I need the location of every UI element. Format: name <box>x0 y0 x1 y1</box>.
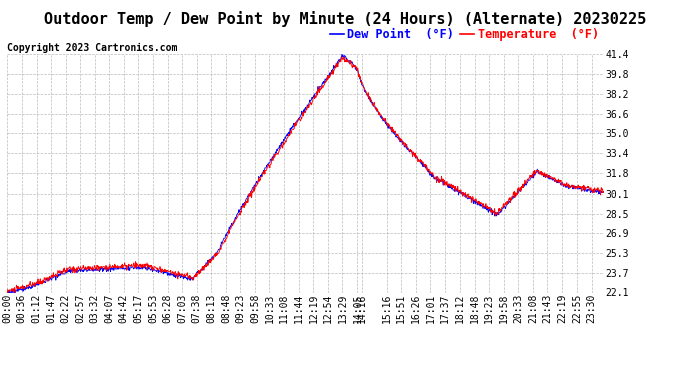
Text: Outdoor Temp / Dew Point by Minute (24 Hours) (Alternate) 20230225: Outdoor Temp / Dew Point by Minute (24 H… <box>44 11 646 27</box>
Legend: Dew Point  (°F), Temperature  (°F): Dew Point (°F), Temperature (°F) <box>325 23 604 46</box>
Text: Copyright 2023 Cartronics.com: Copyright 2023 Cartronics.com <box>7 43 177 53</box>
